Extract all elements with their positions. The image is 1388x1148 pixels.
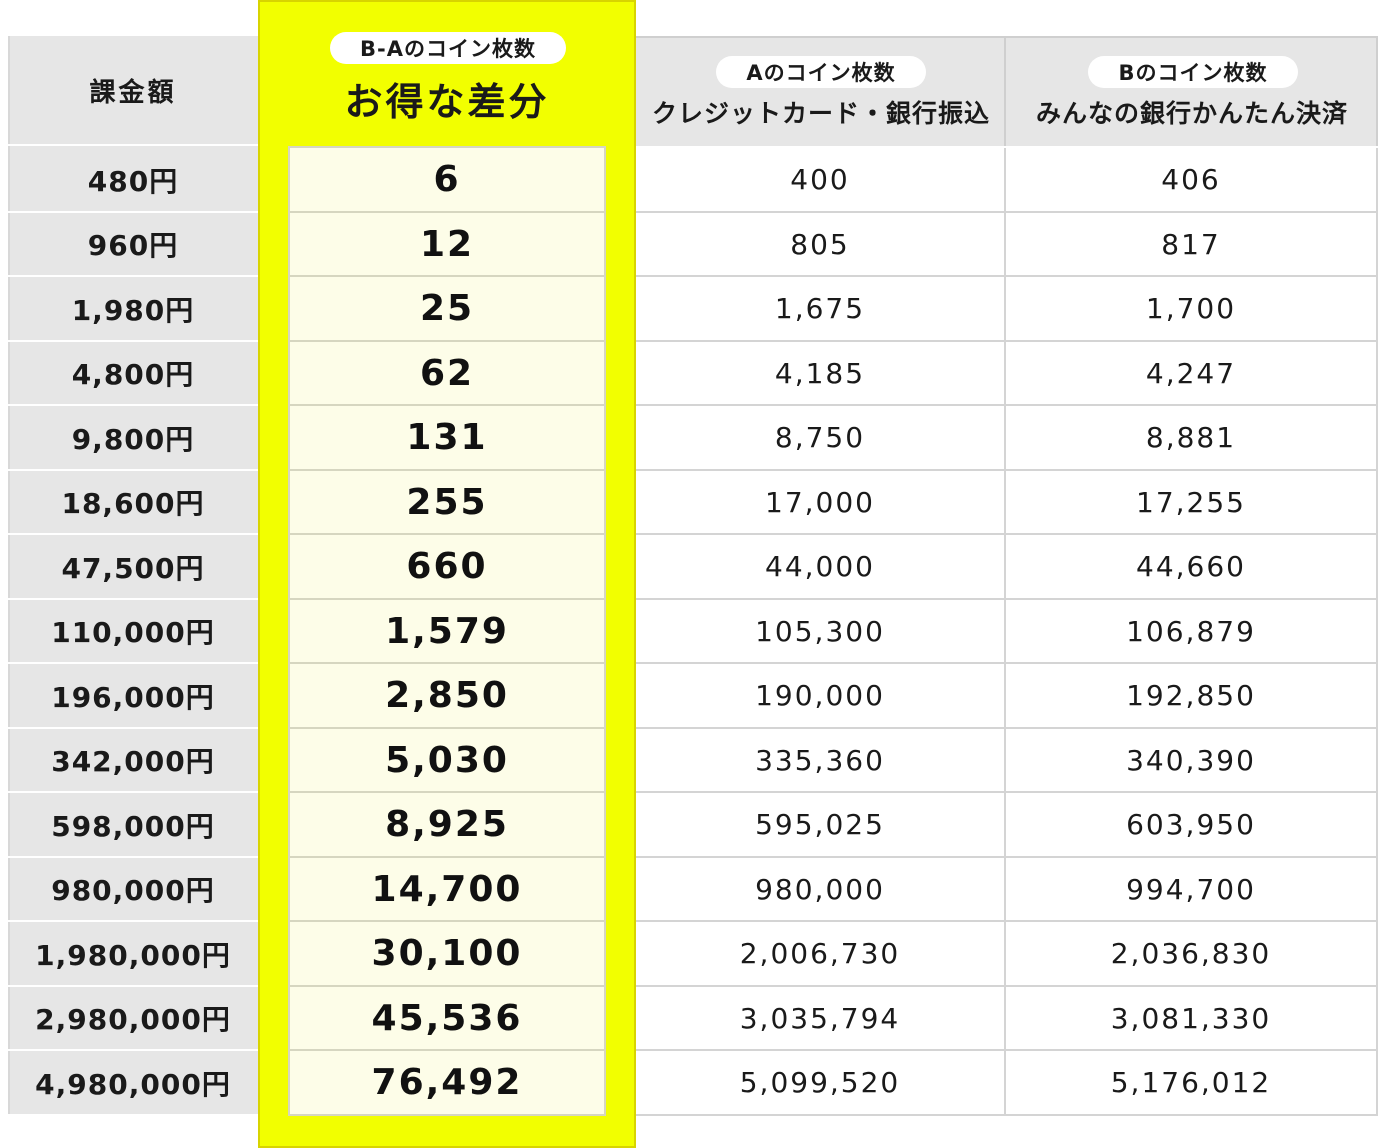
- a-coin-cell: 335,360: [636, 729, 1006, 793]
- b-coin-cell: 8,881: [1006, 406, 1378, 471]
- diff-cell: 5,030: [290, 729, 604, 793]
- amount-cell: 1,980,000円: [8, 922, 258, 987]
- amount-cell: 18,600円: [8, 471, 258, 535]
- diff-cell: 660: [290, 535, 604, 600]
- b-header-subtitle: みんなの銀行かんたん決済: [1035, 99, 1348, 128]
- diff-cell: 8,925: [290, 793, 604, 858]
- diff-cell: 1,579: [290, 600, 604, 664]
- amount-column-background: [8, 36, 258, 1116]
- diff-cell: 131: [290, 406, 604, 471]
- b-coin-cell: 603,950: [1006, 793, 1378, 858]
- diff-cell: 76,492: [290, 1051, 604, 1116]
- a-coin-cell: 805: [636, 213, 1006, 277]
- b-coin-cell: 192,850: [1006, 664, 1378, 729]
- a-column-header: [636, 36, 1006, 146]
- a-coin-cell: 190,000: [636, 664, 1006, 729]
- b-header-pill: Bのコイン枚数: [1088, 56, 1298, 88]
- b-coin-cell: 5,176,012: [1006, 1051, 1378, 1116]
- diff-cell: 255: [290, 471, 604, 535]
- amount-cell: 196,000円: [8, 664, 258, 729]
- b-coin-cell: 994,700: [1006, 858, 1378, 922]
- a-coin-cell: 8,750: [636, 406, 1006, 471]
- b-column-header: [1006, 36, 1378, 146]
- a-coin-cell: 105,300: [636, 600, 1006, 664]
- amount-cell: 598,000円: [8, 793, 258, 858]
- a-coin-cell: 980,000: [636, 858, 1006, 922]
- diff-header-title: お得な差分: [344, 79, 550, 124]
- table-left-border: [8, 36, 10, 1116]
- a-coin-cell: 595,025: [636, 793, 1006, 858]
- diff-cell: 12: [290, 213, 604, 277]
- b-coin-cell: 3,081,330: [1006, 987, 1378, 1051]
- diff-cell: 14,700: [290, 858, 604, 922]
- b-coin-cell: 17,255: [1006, 471, 1378, 535]
- a-coin-cell: 1,675: [636, 277, 1006, 342]
- amount-cell: 980,000円: [8, 858, 258, 922]
- a-coin-cell: 3,035,794: [636, 987, 1006, 1051]
- diff-cell: 30,100: [290, 922, 604, 987]
- amount-cell: 342,000円: [8, 729, 258, 793]
- b-coin-cell: 406: [1006, 148, 1378, 213]
- amount-cell: 9,800円: [8, 406, 258, 471]
- amount-cell: 960円: [8, 213, 258, 277]
- b-coin-cell: 44,660: [1006, 535, 1378, 600]
- diff-cell: 6: [290, 148, 604, 213]
- b-coin-cell: 2,036,830: [1006, 922, 1378, 987]
- diff-column-inner: [288, 146, 606, 1116]
- amount-cell: 110,000円: [8, 600, 258, 664]
- amount-cell: 2,980,000円: [8, 987, 258, 1051]
- amount-cell: 4,980,000円: [8, 1051, 258, 1116]
- a-coin-cell: 5,099,520: [636, 1051, 1006, 1116]
- diff-cell: 62: [290, 342, 604, 406]
- amount-cell: 47,500円: [8, 535, 258, 600]
- amount-cell: 1,980円: [8, 277, 258, 342]
- amount-cell: 480円: [8, 148, 258, 213]
- a-coin-cell: 44,000: [636, 535, 1006, 600]
- diff-cell: 2,850: [290, 664, 604, 729]
- a-coin-cell: 2,006,730: [636, 922, 1006, 987]
- b-coin-cell: 817: [1006, 213, 1378, 277]
- b-coin-cell: 1,700: [1006, 277, 1378, 342]
- amount-header: 課金額: [8, 36, 258, 146]
- b-coin-cell: 4,247: [1006, 342, 1378, 406]
- table-top-border: [636, 36, 1378, 38]
- b-coin-cell: 340,390: [1006, 729, 1378, 793]
- a-coin-cell: 400: [636, 148, 1006, 213]
- diff-cell: 25: [290, 277, 604, 342]
- a-coin-cell: 4,185: [636, 342, 1006, 406]
- b-coin-cell: 106,879: [1006, 600, 1378, 664]
- a-header-pill: Aのコイン枚数: [716, 56, 926, 88]
- a-coin-cell: 17,000: [636, 471, 1006, 535]
- diff-header-pill: B-Aのコイン枚数: [330, 32, 566, 64]
- diff-cell: 45,536: [290, 987, 604, 1051]
- amount-cell: 4,800円: [8, 342, 258, 406]
- a-header-subtitle: クレジットカード・銀行振込: [651, 99, 990, 128]
